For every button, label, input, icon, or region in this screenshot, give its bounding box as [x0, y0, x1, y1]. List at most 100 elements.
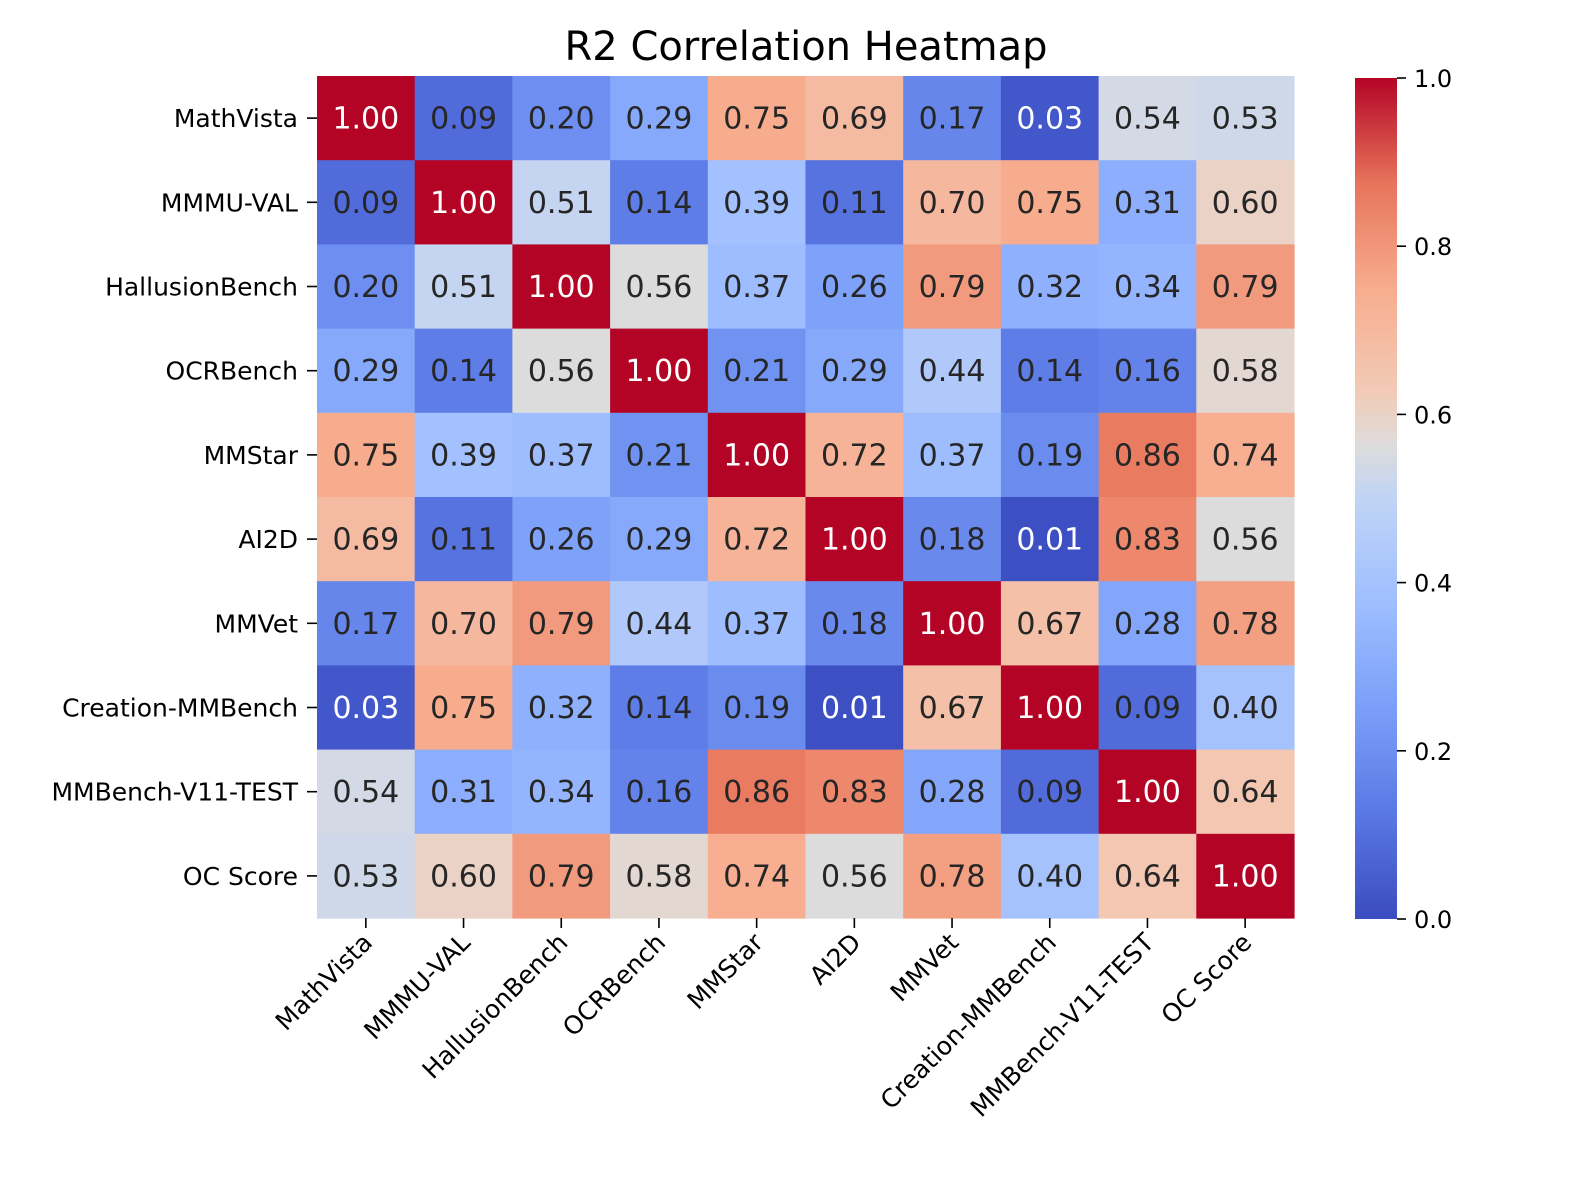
cell-value-label: 0.20	[528, 102, 595, 137]
column-tick-label: OC Score	[1155, 928, 1257, 1030]
heatmap-cell	[1098, 749, 1197, 835]
heatmap-cell	[317, 833, 416, 919]
cell-value-label: 0.03	[1016, 102, 1083, 137]
colorbar-tick-label: 0.4	[1414, 570, 1452, 598]
cell-value-label: 0.58	[626, 859, 693, 894]
cell-value-label: 0.17	[332, 607, 399, 642]
cell-value-label: 0.29	[332, 354, 399, 389]
cell-value-label: 0.29	[821, 354, 888, 389]
cell-value-label: 0.79	[1212, 270, 1279, 305]
heatmap-cell	[1196, 581, 1295, 666]
heatmap-cell	[414, 412, 513, 498]
heatmap-cell	[1196, 244, 1295, 330]
cell-value-label: 0.83	[1114, 523, 1181, 558]
cell-value-label: 0.01	[1016, 523, 1083, 558]
cell-value-label: 0.86	[1114, 438, 1181, 473]
heatmap-cell	[1196, 665, 1295, 751]
heatmap-cell	[1196, 76, 1295, 161]
heatmap-cell	[903, 244, 1002, 330]
cell-value-label: 0.79	[919, 270, 986, 305]
heatmap-cell	[610, 749, 709, 835]
heatmap-cell	[805, 244, 904, 330]
row-tick-label: MMStar	[204, 441, 299, 470]
heatmap-cell	[707, 412, 807, 498]
cell-value-label: 0.86	[723, 775, 790, 810]
cell-value-label: 0.28	[919, 775, 986, 810]
heatmap-cell	[1098, 581, 1197, 666]
heatmap-cell	[805, 833, 904, 919]
cell-value-label: 0.37	[723, 270, 790, 305]
heatmap-cell	[1098, 665, 1197, 751]
cell-value-label: 0.03	[332, 691, 399, 726]
cell-value-label: 0.56	[528, 354, 595, 389]
cell-value-label: 1.00	[723, 438, 790, 473]
colorbar-tick-label: 0.6	[1414, 401, 1452, 429]
cell-value-label: 0.11	[430, 523, 497, 558]
cell-value-label: 0.56	[821, 859, 888, 894]
colorbar: 0.0 0.2 0.4 0.6 0.8 1.0	[1355, 65, 1452, 934]
row-tick-label: AI2D	[238, 525, 298, 554]
heatmap-cell	[707, 160, 807, 245]
cell-value-label: 0.37	[919, 438, 986, 473]
heatmap-cell	[1098, 76, 1197, 161]
heatmap-cell	[707, 244, 807, 330]
row-tick-label: MMVet	[215, 609, 299, 638]
heatmap-cell	[512, 328, 611, 414]
colorbar-gradient	[1355, 78, 1397, 919]
cell-value-label: 0.67	[1016, 607, 1083, 642]
column-tick-label: Creation-MMBench	[875, 928, 1062, 1115]
cell-value-label: 0.34	[528, 775, 595, 810]
cell-value-label: 0.60	[430, 859, 497, 894]
heatmap-cell	[512, 665, 611, 751]
heatmap-cell	[1000, 244, 1100, 330]
heatmap-cell	[512, 412, 611, 498]
cell-value-label: 1.00	[528, 270, 595, 305]
row-tick-label: MMMU-VAL	[161, 188, 298, 217]
heatmap-cell	[707, 749, 807, 835]
cell-value-label: 0.60	[1212, 186, 1279, 221]
cell-value-label: 1.00	[430, 186, 497, 221]
cell-value-label: 0.44	[919, 354, 986, 389]
heatmap-cell	[317, 665, 416, 751]
cell-value-label: 1.00	[626, 354, 693, 389]
heatmap-cell	[610, 244, 709, 330]
row-tick-label: MMBench-V11-TEST	[51, 778, 298, 807]
heatmap-cell	[317, 749, 416, 835]
heatmap-cell	[805, 160, 904, 245]
heatmap-cell	[707, 328, 807, 414]
heatmap-cell	[903, 497, 1002, 582]
cell-value-label: 0.31	[1114, 186, 1181, 221]
cell-value-label: 0.16	[626, 775, 693, 810]
heatmap-cell	[903, 665, 1002, 751]
heatmap-cell	[805, 76, 904, 161]
heatmap-cell	[317, 76, 416, 161]
heatmap-cell	[1000, 665, 1100, 751]
column-tick-label: MMStar	[682, 927, 770, 1015]
cell-value-label: 0.37	[528, 438, 595, 473]
heatmap-cell	[903, 160, 1002, 245]
cell-value-label: 1.00	[1016, 691, 1083, 726]
cell-value-label: 0.11	[821, 186, 888, 221]
cell-value-label: 0.74	[1212, 438, 1279, 473]
heatmap-cell	[317, 497, 416, 582]
heatmap-cell	[805, 497, 904, 582]
cell-value-label: 0.51	[430, 270, 497, 305]
heatmap-cell	[1000, 76, 1100, 161]
heatmap-cell	[903, 833, 1002, 919]
heatmap-cell	[610, 497, 709, 582]
colorbar-tick-label: 1.0	[1414, 65, 1452, 93]
cell-value-label: 0.19	[1016, 438, 1083, 473]
heatmap-cell	[1196, 749, 1295, 835]
cell-value-label: 0.29	[626, 102, 693, 137]
heatmap-cell	[512, 497, 611, 582]
cell-value-label: 0.40	[1016, 859, 1083, 894]
cell-value-label: 0.72	[723, 523, 790, 558]
heatmap-cell	[903, 749, 1002, 835]
cell-value-label: 0.26	[821, 270, 888, 305]
heatmap-cell	[1196, 497, 1295, 582]
heatmap-cell	[707, 581, 807, 666]
heatmap-cell	[512, 76, 611, 161]
heatmap-cell	[610, 412, 709, 498]
cell-value-label: 0.14	[626, 691, 693, 726]
cell-value-label: 0.17	[919, 102, 986, 137]
